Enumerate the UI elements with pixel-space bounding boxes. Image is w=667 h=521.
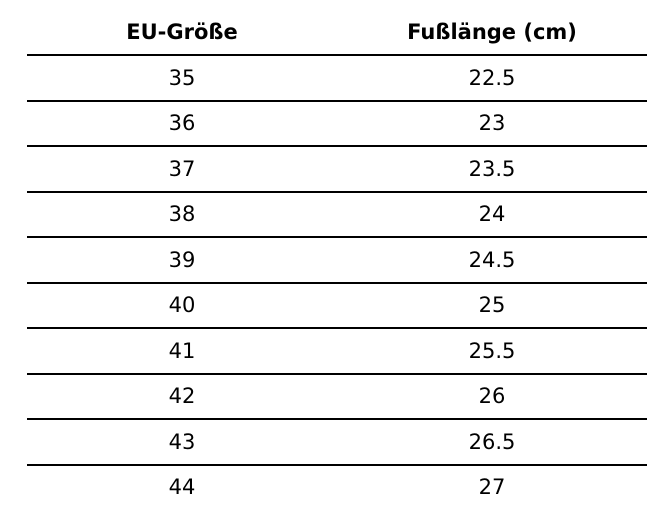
table-cell: 25.5 bbox=[337, 328, 647, 375]
table-row: 42 26 bbox=[27, 373, 647, 420]
table-row: 35 22.5 bbox=[27, 55, 647, 102]
table-cell: 25 bbox=[337, 282, 647, 329]
table-cell: 37 bbox=[27, 146, 337, 193]
table-cell: 26 bbox=[337, 373, 647, 420]
table-cell: 24 bbox=[337, 191, 647, 238]
header-cell: EU-Größe bbox=[27, 10, 337, 56]
table-row: 36 23 bbox=[27, 100, 647, 147]
table-cell: 36 bbox=[27, 100, 337, 147]
table-cell: 23 bbox=[337, 100, 647, 147]
table-row: 39 24.5 bbox=[27, 237, 647, 284]
table-body: 35 22.5 36 23 37 23.5 38 24 39 24.5 40 25 41 25.5 42 26… bbox=[27, 55, 647, 509]
table-cell: 41 bbox=[27, 328, 337, 375]
table-cell: 22.5 bbox=[337, 55, 647, 102]
table-cell: 38 bbox=[27, 191, 337, 238]
table-row: 37 23.5 bbox=[27, 146, 647, 193]
table-cell: 35 bbox=[27, 55, 337, 102]
size-table: EU-Größe Fußlänge (cm) 35 22.5 36 23 37 23.5 3… bbox=[27, 10, 647, 509]
table-cell: 24.5 bbox=[337, 237, 647, 284]
table-cell: 44 bbox=[168, 475, 196, 500]
header-row: EU-Größe Fußlänge (cm) bbox=[27, 10, 647, 56]
table-cell: 23.5 bbox=[337, 146, 647, 193]
table-row: 40 25 bbox=[27, 282, 647, 329]
header-cell: Fußlänge (cm) bbox=[337, 10, 647, 56]
table-cell: 42 bbox=[27, 373, 337, 420]
table-row: 43 26.5 bbox=[27, 419, 647, 466]
table-row: 41 25.5 bbox=[27, 328, 647, 375]
table-cell: 39 bbox=[27, 237, 337, 284]
table-cell: 43 bbox=[27, 419, 337, 466]
table-cell: 40 bbox=[27, 282, 337, 329]
table-row: 44 27 bbox=[27, 465, 647, 510]
table-cell: 27 bbox=[478, 475, 506, 500]
table-cell: 26.5 bbox=[337, 419, 647, 466]
table-row: 38 24 bbox=[27, 191, 647, 238]
